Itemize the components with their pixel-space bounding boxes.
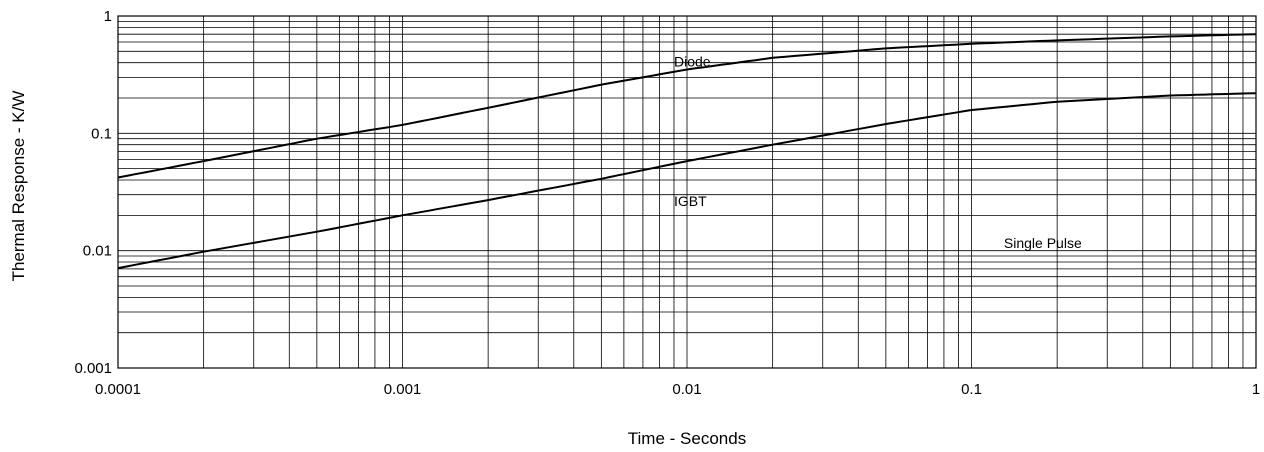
- y-tick-label: 0.01: [83, 243, 112, 260]
- y-axis-label: Thermal Response - K/W: [9, 91, 28, 282]
- x-tick-label: 0.1: [961, 381, 982, 398]
- x-tick-label: 0.001: [384, 381, 422, 398]
- plot-frame: [117, 15, 1257, 369]
- igbt-curve: [117, 92, 1257, 270]
- grid-lines: [118, 16, 1256, 368]
- y-tick-label: 1: [104, 8, 112, 25]
- x-tick-label: 0.0001: [95, 381, 141, 398]
- diode-curve: [117, 33, 1257, 179]
- single-pulse-label: Single Pulse: [1004, 235, 1082, 251]
- y-tick-label: 0.001: [74, 360, 112, 377]
- curves: [117, 33, 1257, 270]
- igbt-label: IGBT: [674, 193, 707, 209]
- annotations: Diode IGBT Single Pulse: [674, 54, 1082, 252]
- x-tick-label: 0.01: [672, 381, 701, 398]
- x-axis-label: Time - Seconds: [628, 429, 746, 448]
- x-tick-label: 1: [1252, 381, 1260, 398]
- diode-label: Diode: [674, 54, 711, 70]
- tick-labels: 0.0001 0.001 0.01 0.1 1 0.001 0.01 0.1 1: [74, 8, 1260, 398]
- y-tick-label: 0.1: [91, 125, 112, 142]
